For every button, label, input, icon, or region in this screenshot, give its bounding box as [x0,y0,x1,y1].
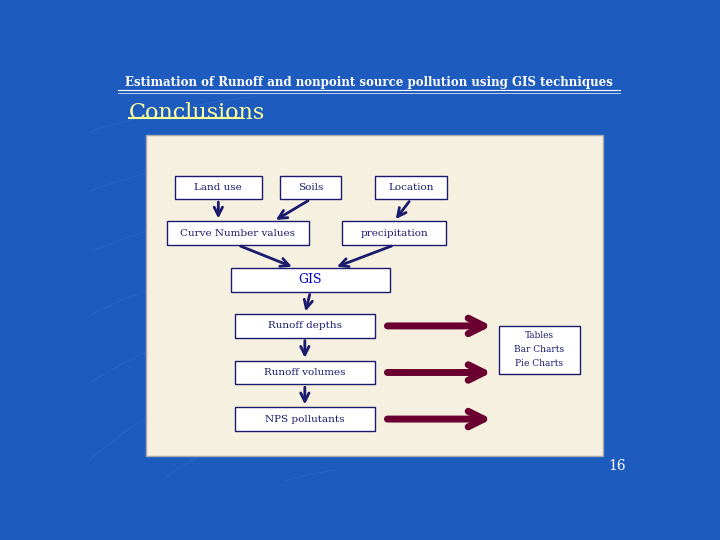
FancyBboxPatch shape [235,314,374,338]
Text: Curve Number values: Curve Number values [181,229,295,238]
Text: precipitation: precipitation [360,229,428,238]
Text: GIS: GIS [299,273,322,286]
FancyBboxPatch shape [145,136,603,456]
Text: Location: Location [388,183,433,192]
Text: Soils: Soils [298,183,323,192]
Text: Runoff volumes: Runoff volumes [264,368,346,377]
Text: 16: 16 [608,459,626,473]
Text: Runoff depths: Runoff depths [268,321,342,330]
FancyBboxPatch shape [167,221,309,245]
FancyBboxPatch shape [499,326,580,374]
FancyBboxPatch shape [175,176,261,199]
Text: Conclusions: Conclusions [129,102,265,124]
Text: Pie Charts: Pie Charts [515,359,563,368]
Text: Land use: Land use [194,183,242,192]
FancyBboxPatch shape [235,361,374,384]
FancyBboxPatch shape [235,407,374,431]
FancyBboxPatch shape [231,268,390,292]
FancyBboxPatch shape [343,221,446,245]
Text: Estimation of Runoff and nonpoint source pollution using GIS techniques: Estimation of Runoff and nonpoint source… [125,76,613,89]
Text: NPS pollutants: NPS pollutants [265,415,345,423]
FancyBboxPatch shape [374,176,447,199]
Text: Bar Charts: Bar Charts [514,345,564,354]
Text: Tables: Tables [525,332,554,340]
FancyBboxPatch shape [280,176,341,199]
